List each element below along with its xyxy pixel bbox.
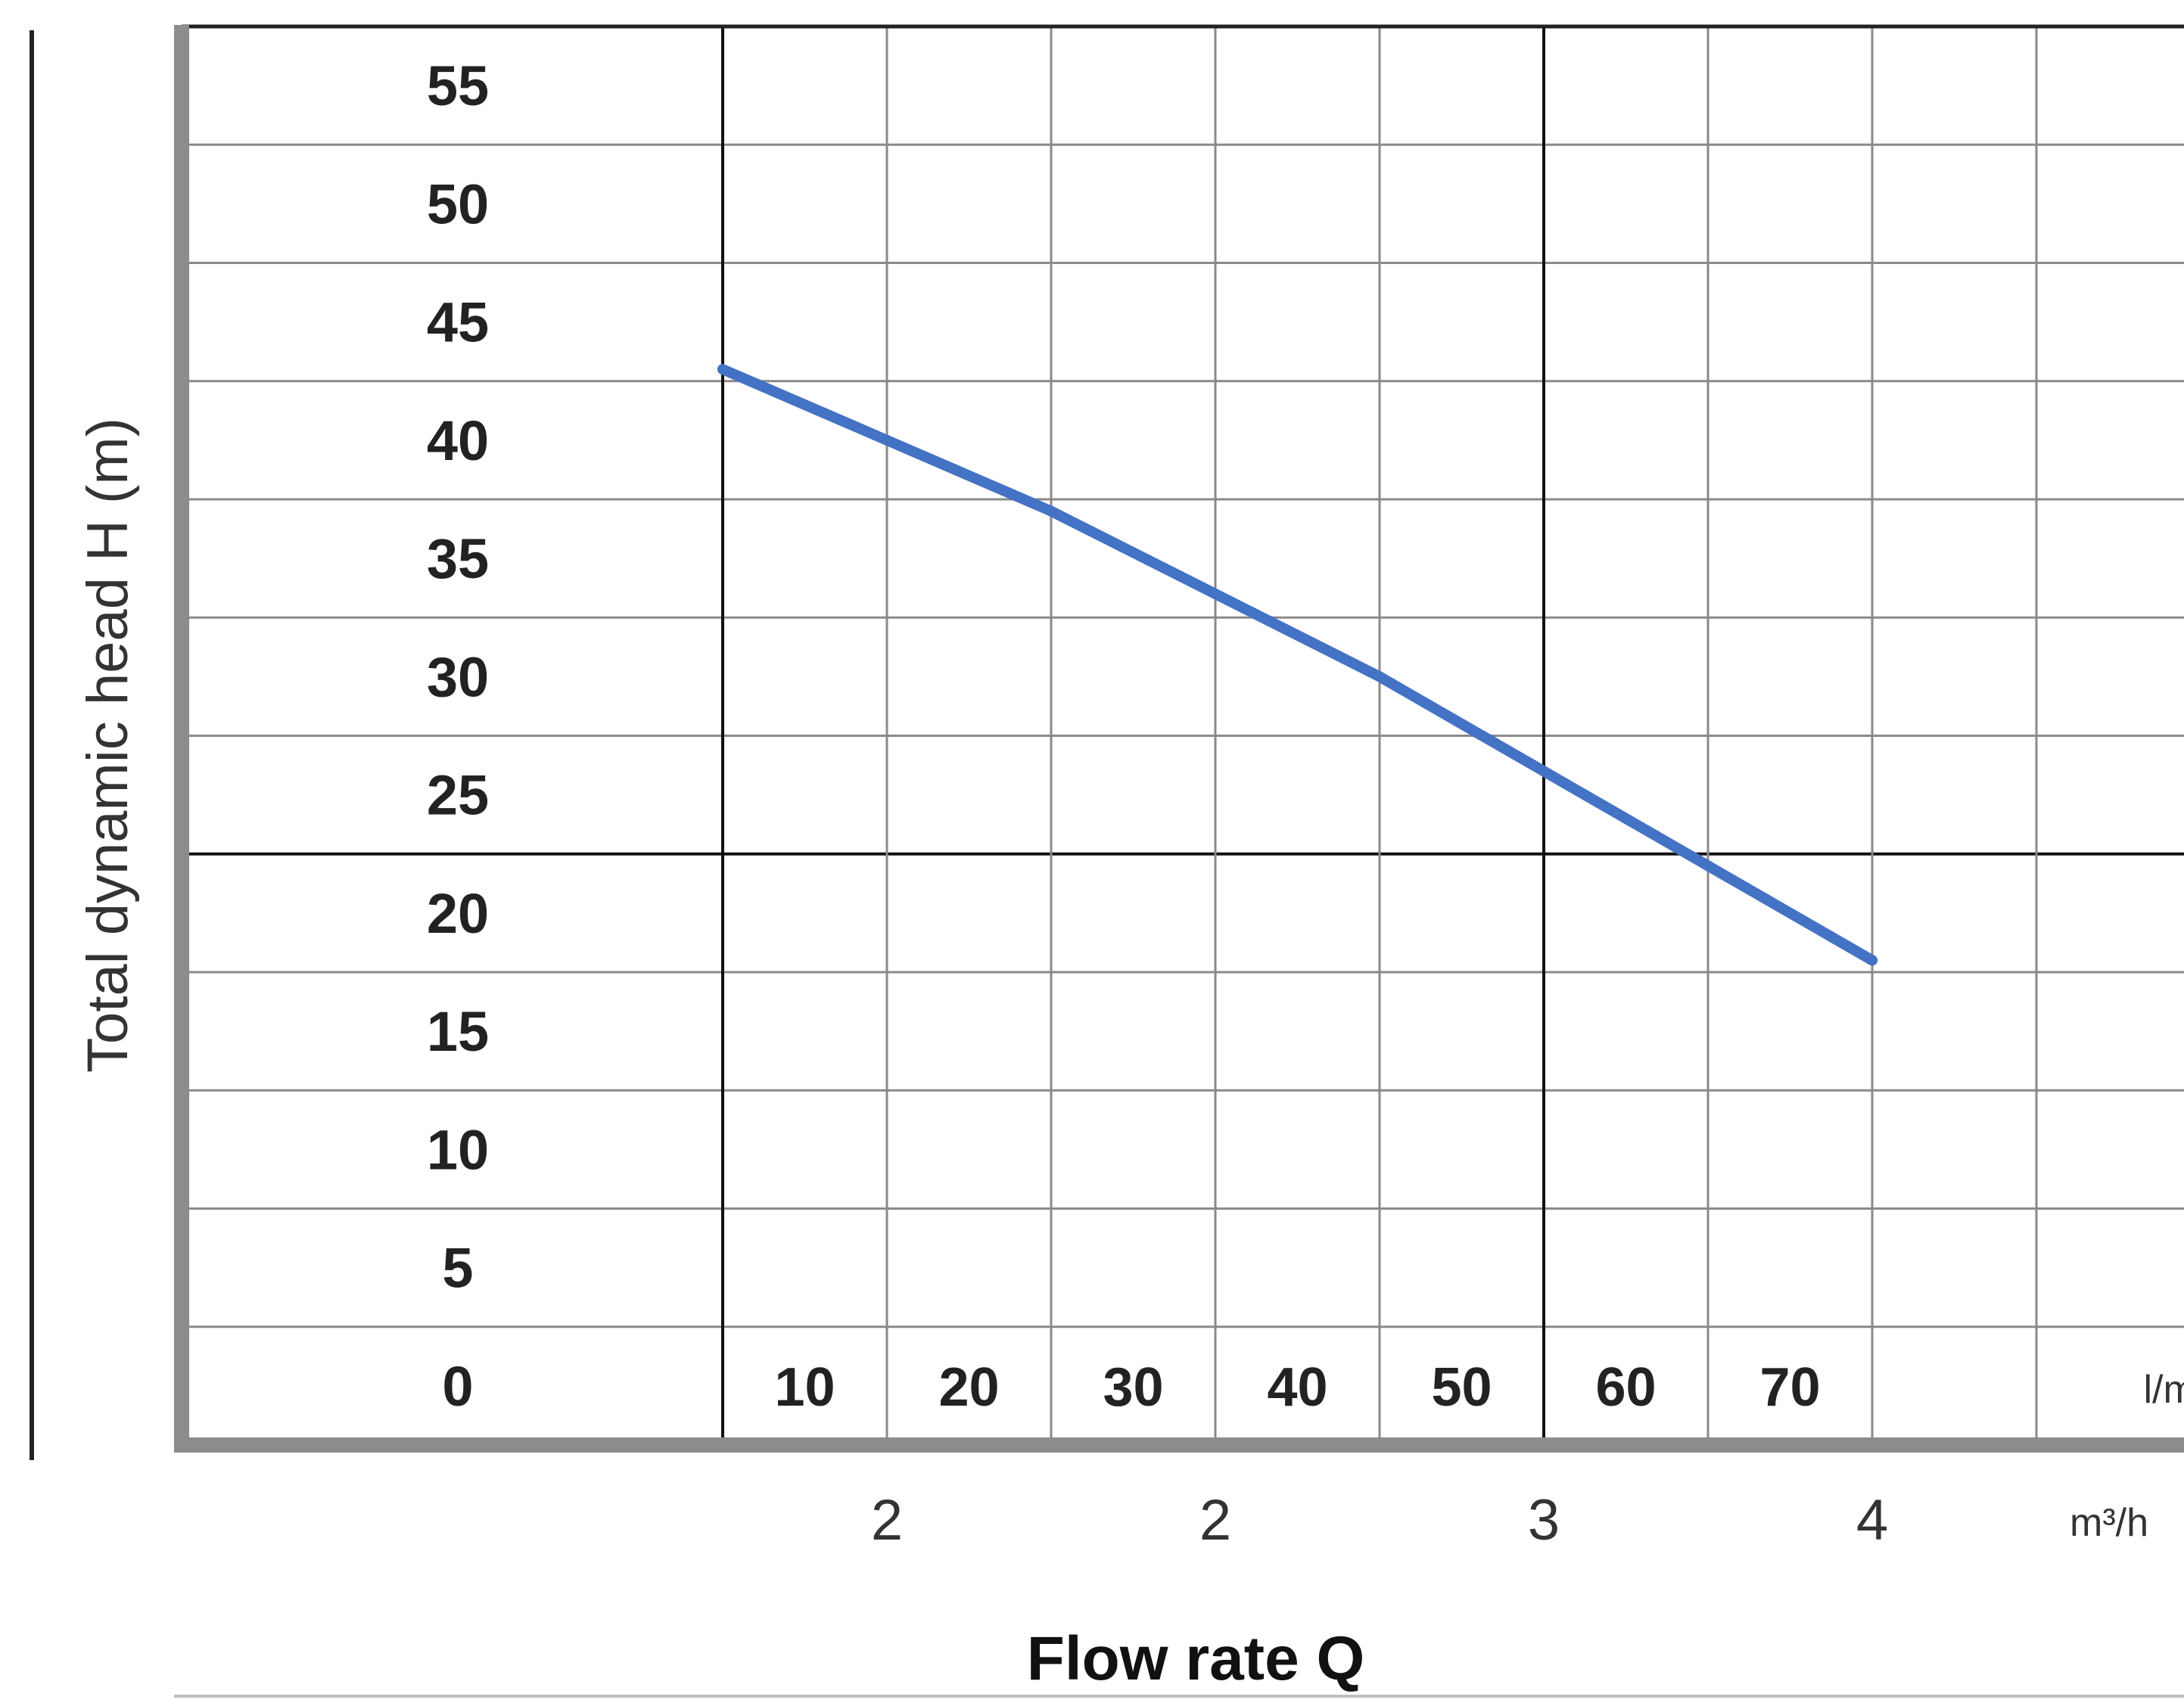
series-layer	[717, 364, 1878, 966]
y-tick-label: 35	[427, 527, 489, 590]
data-point	[1538, 766, 1549, 777]
x-unit-m3h: m³/h	[2070, 1501, 2148, 1545]
x-tick-label: 40	[1267, 1357, 1327, 1418]
y-tick-label: 0	[442, 1355, 473, 1418]
x-tick-label: 10	[774, 1357, 835, 1418]
y-tick-label: 30	[427, 645, 489, 708]
data-point	[1046, 505, 1056, 517]
y-tick-label: 55	[427, 54, 489, 117]
x2-tick-label: 2	[871, 1488, 903, 1552]
y-tick-label: 5	[442, 1237, 473, 1300]
x-tick-label: 30	[1103, 1357, 1163, 1418]
x2-tick-label: 4	[1856, 1488, 1888, 1552]
x2-tick-label: 2	[1199, 1488, 1231, 1552]
chart-frame	[30, 24, 2184, 1698]
data-point	[717, 364, 728, 375]
x2-tick-label: 3	[1528, 1488, 1560, 1552]
x-axis-title: Flow rate Q	[1027, 1624, 1365, 1693]
x-tick-labels-m3h: 2 2 3 4	[871, 1488, 1888, 1552]
series-line-0	[717, 364, 1878, 966]
y-tick-label: 20	[427, 882, 489, 945]
data-point	[1867, 955, 1878, 966]
x-tick-label: 50	[1431, 1357, 1492, 1418]
data-point	[882, 434, 892, 446]
data-point	[1210, 589, 1221, 599]
y-axis-title: Total dynamic head H (m)	[76, 418, 140, 1073]
chart-grid	[182, 26, 2184, 1445]
data-point	[1703, 860, 1713, 872]
x-unit-lmin: l/min	[2144, 1368, 2184, 1412]
data-point	[1374, 671, 1385, 682]
x-tick-label: 70	[1759, 1357, 1820, 1418]
x-tick-label: 20	[938, 1357, 999, 1418]
y-tick-label: 15	[427, 1000, 489, 1063]
y-tick-label: 25	[427, 764, 489, 827]
y-tick-label: 40	[427, 409, 489, 472]
y-tick-label: 45	[427, 291, 489, 354]
x-tick-labels-lmin: 10 20 30 40 50 60 70	[774, 1357, 1820, 1418]
x-tick-label: 60	[1595, 1357, 1656, 1418]
y-tick-label: 50	[427, 172, 489, 235]
y-tick-label: 10	[427, 1118, 489, 1181]
